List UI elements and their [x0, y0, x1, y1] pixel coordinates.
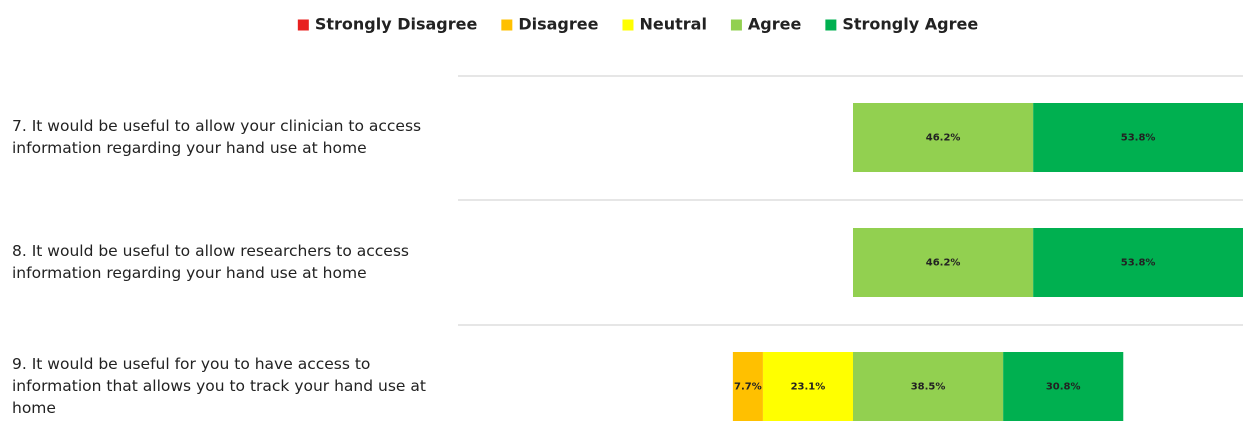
question-label: 7. It would be useful to allow your clin… — [12, 117, 421, 135]
question-label: 8. It would be useful to allow researche… — [12, 242, 409, 260]
bar-value-label: 7.7% — [734, 382, 762, 393]
bar-segment — [762, 352, 853, 421]
legend-swatch — [730, 19, 742, 31]
bar-value-label: 53.8% — [1121, 133, 1156, 144]
legend-swatch — [622, 19, 634, 31]
bar-value-label: 30.8% — [1046, 382, 1081, 393]
bar-segment — [853, 228, 1034, 297]
legend-swatch — [297, 19, 309, 31]
bar-value-label: 53.8% — [1121, 258, 1156, 269]
question-label: information regarding your hand use at h… — [12, 264, 367, 282]
bar-segment — [1003, 352, 1124, 421]
bar-value-label: 46.2% — [926, 258, 961, 269]
bar-value-label: 38.5% — [911, 382, 946, 393]
question-label: 9. It would be useful for you to have ac… — [12, 355, 370, 373]
legend-swatch — [501, 19, 513, 31]
legend-swatch — [825, 19, 837, 31]
question-label: home — [12, 399, 56, 417]
bar-segment — [1033, 228, 1243, 297]
question-label: information regarding your hand use at h… — [12, 139, 367, 157]
legend-label: Neutral — [639, 15, 706, 34]
legend-label: Disagree — [518, 15, 598, 34]
bar-segment — [732, 352, 763, 421]
bar-segment — [853, 103, 1034, 172]
bar-segment — [1033, 103, 1243, 172]
bar-value-label: 46.2% — [926, 133, 961, 144]
question-label: information that allows you to track you… — [12, 377, 426, 395]
legend-label: Agree — [748, 15, 802, 34]
bar-segment — [853, 352, 1004, 421]
bar-value-label: 23.1% — [791, 382, 826, 393]
legend-label: Strongly Disagree — [315, 15, 478, 34]
legend-label: Strongly Agree — [842, 15, 978, 34]
